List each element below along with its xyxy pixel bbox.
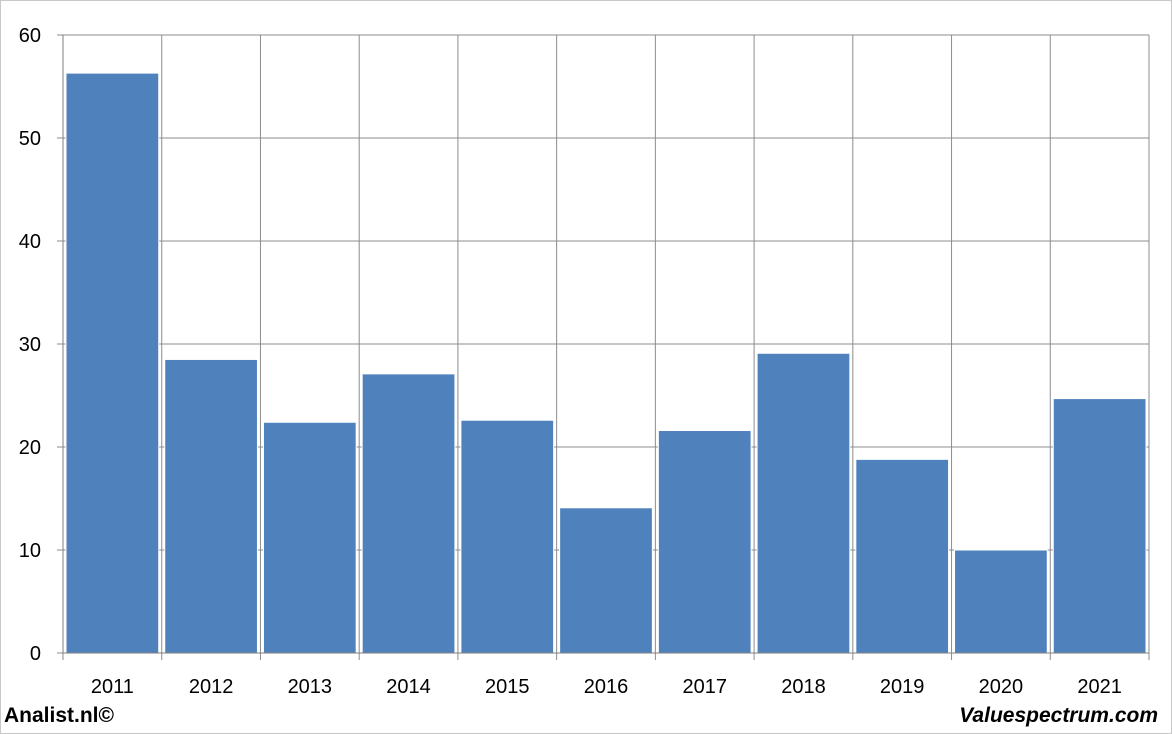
y-tick-label: 0 xyxy=(30,643,41,665)
bar xyxy=(657,430,752,654)
bar xyxy=(361,373,456,654)
y-tick-label: 50 xyxy=(19,128,41,150)
x-tick-label: 2016 xyxy=(584,676,629,698)
bar xyxy=(1052,398,1147,654)
bar xyxy=(460,419,555,654)
bar-chart: 0 10 20 30 40 50 60 2011 2012 2013 2014 2015 2016 201… xyxy=(19,25,1150,698)
x-tick-label: 2019 xyxy=(880,676,925,698)
bar xyxy=(164,358,258,654)
bar xyxy=(855,458,950,654)
bar xyxy=(756,352,851,654)
y-tick-label: 40 xyxy=(19,231,41,253)
bar xyxy=(65,72,160,654)
x-tick-label: 2018 xyxy=(781,676,826,698)
x-tick-label: 2011 xyxy=(91,676,134,698)
bar xyxy=(262,421,357,654)
x-tick-label: 2020 xyxy=(979,676,1024,698)
y-tick-label: 30 xyxy=(19,334,41,356)
y-tick-label: 10 xyxy=(19,540,41,562)
x-tick-label: 2012 xyxy=(189,676,234,698)
x-tick-label: 2013 xyxy=(288,676,333,698)
source-credit: Analist.nl© xyxy=(4,704,114,727)
site-credit: Valuespectrum.com xyxy=(959,704,1158,727)
bar xyxy=(954,549,1048,654)
x-tick-label: 2017 xyxy=(682,676,727,698)
x-tick-label: 2015 xyxy=(485,676,530,698)
x-tick-label: 2021 xyxy=(1077,676,1122,698)
bar xyxy=(559,507,653,654)
y-tick-label: 20 xyxy=(19,437,41,459)
x-tick-label: 2014 xyxy=(386,676,431,698)
y-tick-label: 60 xyxy=(19,25,41,47)
